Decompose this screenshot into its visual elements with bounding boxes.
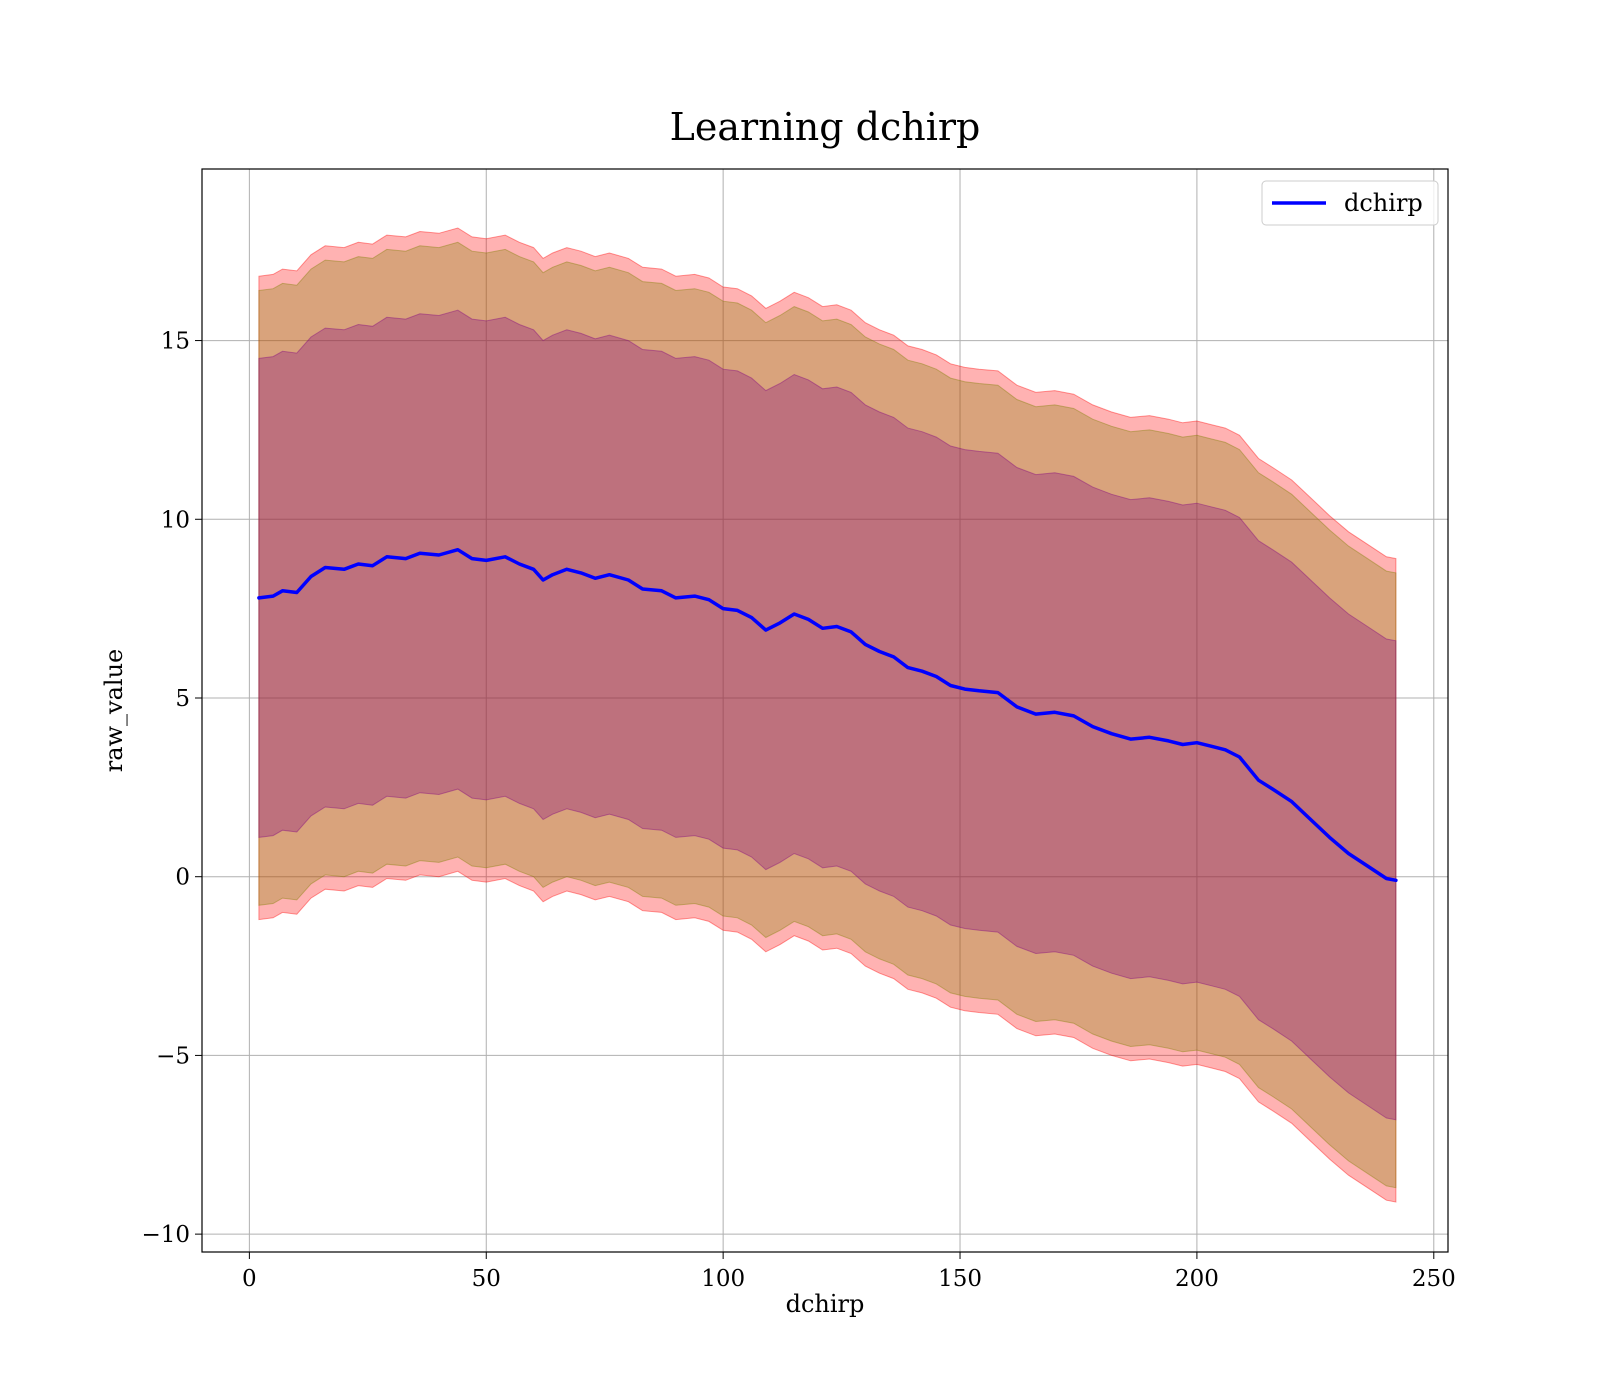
x-tick-label: 50 <box>472 1266 501 1292</box>
confidence-band-3 <box>258 309 1397 1121</box>
x-tick-label: 150 <box>938 1266 982 1292</box>
chart-title: Learning dchirp <box>670 105 981 149</box>
series-line-dchirp <box>257 547 1398 883</box>
y-tick-label: −10 <box>141 1222 190 1248</box>
legend-label-dchirp: dchirp <box>1344 189 1423 217</box>
legend-box <box>1261 180 1439 226</box>
x-tick-label: 200 <box>1175 1266 1219 1292</box>
series-lines <box>257 547 1398 883</box>
x-axis-label: dchirp <box>786 1290 865 1318</box>
y-tick-label: −5 <box>156 1043 190 1069</box>
y-tick-label: 5 <box>175 686 190 712</box>
confidence-band-2 <box>258 241 1397 1189</box>
y-axis-label: raw_value <box>100 649 128 773</box>
grid <box>202 169 1448 1252</box>
confidence-band-1 <box>258 227 1397 1203</box>
plot-area-frame <box>201 168 1449 1253</box>
y-tick-label: 0 <box>175 865 190 891</box>
axis-ticks: 0 50 100 150 200 250 −10 −5 0 5 10 15 <box>141 329 1455 1292</box>
x-tick-label: 0 <box>242 1266 257 1292</box>
x-tick-label: 250 <box>1412 1266 1456 1292</box>
y-tick-label: 10 <box>161 507 190 533</box>
confidence-bands <box>258 227 1397 1203</box>
legend: dchirp <box>1261 180 1439 226</box>
y-tick-label: 15 <box>161 329 190 355</box>
x-tick-label: 100 <box>701 1266 745 1292</box>
